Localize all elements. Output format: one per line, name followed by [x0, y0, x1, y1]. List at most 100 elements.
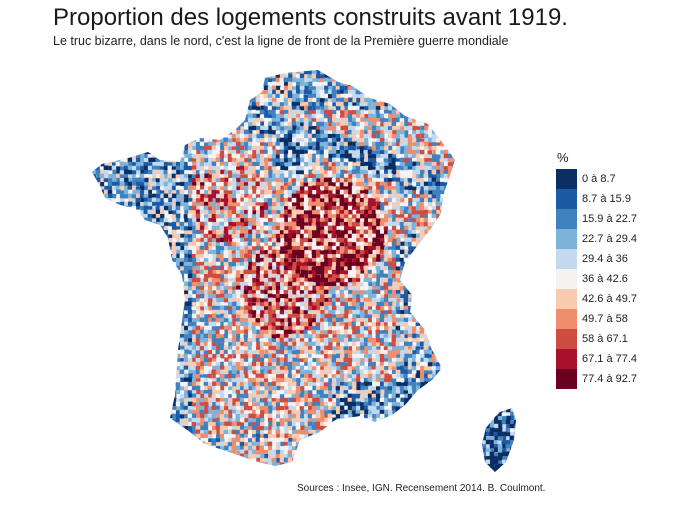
commune-cell [100, 206, 105, 212]
commune-cell [103, 202, 109, 208]
commune-cell [140, 210, 146, 215]
commune-cell [187, 273, 193, 279]
commune-cell [168, 142, 173, 147]
commune-cell [224, 186, 229, 191]
commune-cell [335, 217, 341, 223]
commune-cell [143, 190, 149, 195]
commune-cell [372, 114, 377, 119]
commune-cell [203, 73, 209, 79]
commune-cell [119, 85, 125, 91]
commune-cell [168, 194, 174, 199]
commune-cell [191, 90, 197, 95]
commune-cell [227, 70, 233, 71]
commune-cell [159, 222, 165, 227]
commune-cell [251, 158, 257, 164]
commune-cell [108, 218, 113, 223]
commune-cell [315, 185, 321, 191]
commune-cell [363, 233, 369, 239]
commune-cell [200, 129, 205, 135]
commune-cell [95, 157, 101, 163]
commune-cell [347, 201, 353, 207]
commune-cell [399, 189, 405, 195]
commune-cell [232, 206, 238, 211]
commune-cell [347, 153, 353, 159]
commune-cell [284, 262, 289, 267]
commune-cell [184, 257, 189, 263]
commune-cell [164, 222, 169, 227]
commune-cell [263, 270, 269, 276]
commune-cell [443, 226, 449, 231]
commune-cell [435, 90, 441, 95]
commune-cell [287, 185, 293, 191]
commune-cell [120, 118, 126, 123]
commune-cell [92, 249, 97, 255]
commune-cell [395, 186, 401, 191]
commune-cell [340, 230, 345, 235]
commune-cell [92, 233, 97, 239]
commune-cell [255, 257, 261, 263]
commune-cell [195, 194, 201, 199]
commune-cell [396, 109, 401, 115]
commune-cell [144, 125, 150, 131]
commune-cell [320, 194, 325, 199]
commune-cell [212, 218, 217, 223]
commune-cell [335, 173, 341, 179]
commune-cell [383, 261, 389, 267]
commune-cell [152, 278, 157, 283]
commune-cell [291, 146, 297, 151]
commune-cell [252, 229, 257, 235]
commune-cell [395, 105, 401, 111]
commune-cell [452, 185, 455, 191]
commune-cell [252, 238, 257, 244]
commune-cell [224, 130, 229, 135]
commune-cell [408, 98, 413, 104]
commune-cell [348, 190, 353, 195]
commune-cell [184, 218, 189, 223]
commune-cell [431, 273, 437, 279]
commune-cell [131, 273, 137, 279]
commune-cell [272, 70, 277, 75]
commune-cell [183, 134, 189, 139]
commune-cell [283, 182, 289, 188]
commune-cell [188, 201, 194, 207]
commune-cell [368, 254, 374, 259]
commune-cell [123, 78, 129, 83]
commune-cell [144, 262, 150, 267]
commune-cell [196, 70, 202, 75]
commune-cell [123, 253, 129, 259]
commune-cell [316, 253, 321, 259]
commune-cell [247, 186, 253, 191]
commune-cell [451, 170, 455, 175]
commune-cell [431, 142, 437, 147]
commune-cell [151, 86, 157, 91]
commune-cell [436, 130, 441, 136]
commune-cell [164, 178, 169, 184]
commune-cell [124, 261, 129, 267]
commune-cell [171, 225, 177, 231]
commune-cell [115, 89, 121, 95]
commune-cell [167, 274, 173, 279]
commune-cell [412, 218, 418, 223]
commune-cell [192, 182, 197, 187]
commune-cell [347, 73, 353, 79]
commune-cell [167, 134, 173, 139]
commune-cell [395, 142, 401, 147]
commune-cell [136, 209, 141, 215]
commune-cell [351, 221, 357, 227]
commune-cell [320, 213, 326, 219]
commune-cell [247, 210, 253, 215]
commune-cell [119, 238, 125, 243]
commune-cell [116, 114, 121, 120]
commune-cell [355, 158, 361, 164]
commune-cell [375, 89, 381, 95]
commune-cell [131, 150, 137, 156]
commune-cell [435, 85, 441, 91]
commune-cell [247, 214, 253, 219]
commune-cell [111, 274, 117, 279]
commune-cell [412, 125, 418, 131]
commune-cell [188, 101, 193, 107]
commune-cell [387, 246, 393, 252]
commune-cell [352, 138, 357, 143]
commune-cell [99, 142, 105, 147]
commune-cell [155, 237, 161, 243]
